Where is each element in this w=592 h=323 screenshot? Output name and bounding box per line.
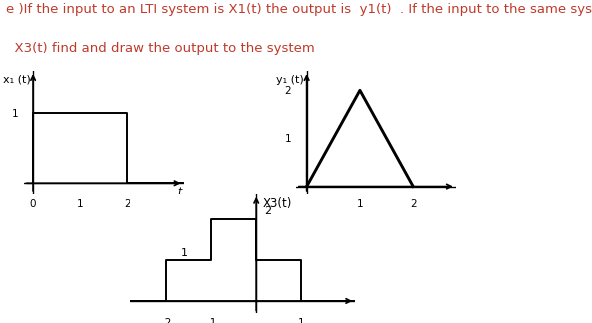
Text: X3(t) find and draw the output to the system: X3(t) find and draw the output to the sy… (6, 42, 315, 55)
Text: e )If the input to an LTI system is X1(t) the output is  y1(t)  . If the input t: e )If the input to an LTI system is X1(t… (6, 3, 592, 16)
Text: 1: 1 (181, 248, 188, 258)
Text: x₁ (t): x₁ (t) (3, 74, 31, 84)
Text: y₁ (t): y₁ (t) (276, 75, 304, 85)
Text: t: t (177, 187, 181, 197)
Text: X3(t): X3(t) (263, 197, 292, 210)
Text: 2: 2 (264, 206, 271, 216)
